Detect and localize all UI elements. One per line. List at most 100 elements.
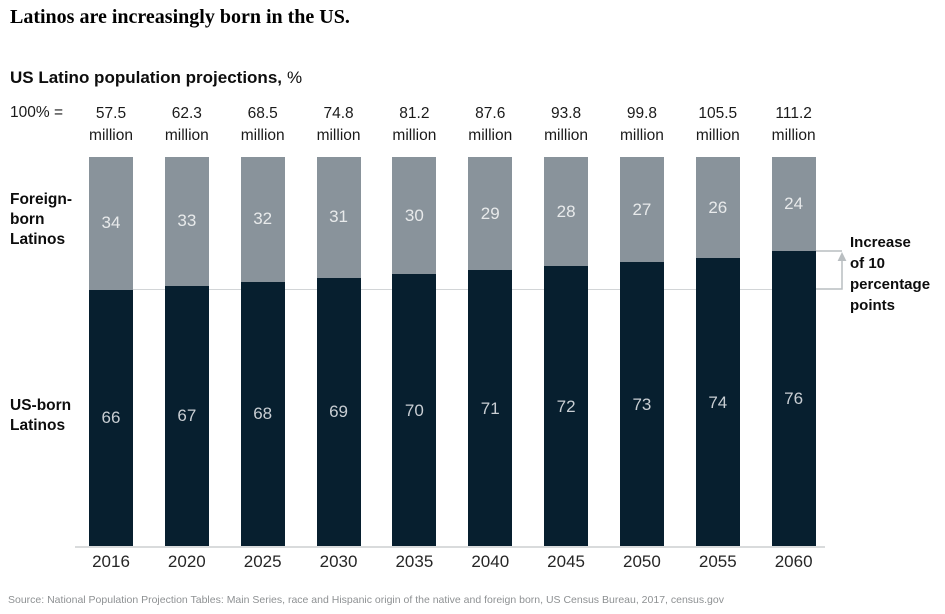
total-unit: million [89, 127, 133, 144]
bar-segment-foreign-born: 26 [695, 157, 740, 259]
segment-value-label: 34 [101, 213, 121, 233]
bar-column: 24 76 [771, 157, 816, 547]
year-label: 2016 [92, 552, 130, 571]
segment-value-label: 30 [404, 205, 424, 225]
x-axis-line [75, 546, 825, 548]
segment-value-label: 76 [784, 388, 804, 408]
annotation-line: Increase [850, 234, 911, 251]
bar-segment-us-born: 74 [695, 258, 740, 547]
segment-value-label: 66 [101, 408, 121, 428]
segment-value-label: 70 [404, 400, 424, 420]
total-label: 105.5 million [680, 103, 756, 147]
annotation-line: of 10 [850, 255, 886, 272]
chart-subtitle-text: US Latino population projections, [10, 68, 282, 87]
annotation-line: percentage [850, 276, 931, 293]
total-value: 68.5 [247, 105, 278, 122]
bar-segment-us-born: 76 [771, 250, 816, 547]
bar-column: 33 67 [164, 157, 209, 547]
bar-segment-foreign-born: 33 [164, 157, 209, 286]
total-unit: million [619, 127, 664, 144]
bar-segment-us-born: 73 [619, 262, 664, 547]
total-unit: million [695, 127, 740, 144]
total-label: 81.2 million [376, 103, 452, 147]
row-label-us-born: US-born Latinos [10, 396, 71, 436]
total-unit: million [164, 127, 209, 144]
bar-segment-us-born: 67 [164, 285, 209, 547]
total-value: 74.8 [323, 105, 354, 122]
total-unit: million [468, 127, 513, 144]
segment-value-label: 73 [632, 394, 652, 414]
year-label: 2055 [698, 552, 737, 571]
segment-value-label: 29 [480, 203, 500, 223]
segment-value-label: 69 [329, 402, 348, 422]
bar-segment-us-born: 66 [89, 289, 133, 547]
bar-segment-foreign-born: 32 [240, 157, 285, 282]
increase-bracket-arrow [816, 250, 847, 290]
segment-value-label: 24 [784, 193, 804, 213]
total-label: 57.5 million [73, 103, 149, 147]
segment-value-label: 74 [708, 392, 728, 412]
annotation-line: points [850, 297, 895, 314]
segment-value-label: 68 [253, 404, 273, 424]
bar-segment-foreign-born: 29 [468, 157, 513, 271]
chart-subtitle-unit: % [287, 68, 303, 87]
hundred-percent-label: 100% = [10, 104, 64, 121]
increase-annotation: Increase of 10 percentage points [850, 232, 930, 316]
row-label-line: Latinos [10, 417, 66, 434]
total-label: 87.6 million [452, 103, 528, 147]
source-note: Source: National Population Projection T… [8, 594, 724, 606]
total-value: 93.8 [551, 105, 582, 122]
bar-segment-foreign-born: 24 [771, 157, 816, 251]
year-label: 2025 [243, 552, 282, 571]
total-value: 87.6 [475, 105, 506, 122]
total-unit: million [240, 127, 285, 144]
total-label: 93.8 million [528, 103, 604, 147]
segment-value-label: 28 [556, 201, 576, 221]
bar-segment-foreign-born: 31 [316, 157, 361, 278]
row-label-line: Latinos [10, 231, 66, 248]
bar-column: 28 72 [544, 157, 589, 547]
total-label: 62.3 million [149, 103, 225, 147]
total-unit: million [544, 127, 589, 144]
bar-segment-us-born: 68 [240, 281, 285, 547]
segment-value-label: 33 [177, 211, 197, 231]
bar-segment-us-born: 71 [468, 270, 513, 547]
total-value: 62.3 [171, 105, 202, 122]
row-label-line: born [10, 211, 45, 228]
bar-segment-foreign-born: 34 [89, 157, 133, 290]
segment-value-label: 31 [329, 207, 348, 227]
total-unit: million [771, 127, 816, 144]
segment-value-label: 26 [708, 197, 728, 217]
total-unit: million [316, 127, 361, 144]
year-label: 2050 [623, 552, 661, 571]
year-label: 2030 [319, 552, 358, 571]
bar-segment-us-born: 72 [544, 266, 589, 547]
segment-value-label: 32 [253, 209, 273, 229]
bar-column: 32 68 [240, 157, 285, 547]
row-label-line: US-born [10, 397, 72, 414]
bar-segment-us-born: 70 [392, 274, 437, 547]
total-value: 99.8 [626, 105, 658, 122]
segment-value-label: 72 [556, 396, 576, 416]
total-label: 111.2 million [756, 103, 832, 147]
bar-column: 27 73 [619, 157, 664, 547]
total-value: 111.2 [775, 105, 812, 122]
total-value: 57.5 [95, 105, 127, 122]
segment-value-label: 71 [480, 398, 500, 418]
bar-column: 34 66 [89, 157, 133, 547]
year-label: 2035 [395, 552, 434, 571]
row-label-foreign-born: Foreign-born Latinos [10, 190, 72, 250]
year-label: 2060 [774, 552, 813, 571]
bar-segment-us-born: 69 [316, 277, 361, 547]
reference-line [89, 289, 816, 290]
year-label: 2020 [167, 552, 206, 571]
bar-segment-foreign-born: 30 [392, 157, 437, 274]
bar-segment-foreign-born: 28 [544, 157, 589, 267]
segment-value-label: 27 [632, 199, 652, 219]
total-label: 99.8 million [604, 103, 680, 147]
bar-column: 31 69 [316, 157, 361, 547]
row-label-line: Foreign- [10, 191, 72, 208]
segment-value-label: 67 [177, 406, 197, 426]
total-value: 81.2 [399, 105, 430, 122]
